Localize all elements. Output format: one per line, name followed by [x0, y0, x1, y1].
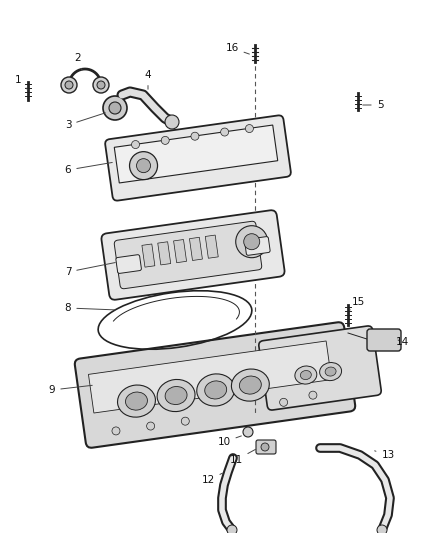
FancyBboxPatch shape — [367, 329, 401, 351]
Circle shape — [130, 152, 158, 180]
Circle shape — [227, 525, 237, 533]
Circle shape — [161, 136, 169, 144]
Polygon shape — [205, 235, 218, 259]
Circle shape — [103, 96, 127, 120]
Ellipse shape — [240, 376, 261, 394]
Text: 9: 9 — [49, 385, 92, 395]
Circle shape — [236, 225, 268, 257]
FancyBboxPatch shape — [244, 237, 270, 255]
Circle shape — [309, 391, 317, 399]
Circle shape — [181, 417, 189, 425]
Ellipse shape — [325, 367, 336, 376]
Circle shape — [279, 398, 288, 406]
Polygon shape — [190, 237, 202, 261]
Circle shape — [131, 141, 140, 149]
Polygon shape — [158, 242, 171, 265]
Circle shape — [65, 81, 73, 89]
Text: 7: 7 — [65, 263, 115, 277]
Circle shape — [221, 128, 229, 136]
Text: 4: 4 — [145, 70, 151, 89]
Circle shape — [243, 427, 253, 437]
FancyBboxPatch shape — [105, 115, 291, 200]
Ellipse shape — [295, 366, 317, 384]
Circle shape — [109, 102, 121, 114]
Circle shape — [93, 77, 109, 93]
Text: 2: 2 — [75, 53, 82, 70]
Text: 16: 16 — [226, 43, 249, 54]
Ellipse shape — [320, 362, 342, 381]
Circle shape — [137, 159, 151, 173]
Polygon shape — [114, 125, 278, 183]
FancyBboxPatch shape — [116, 255, 141, 273]
FancyBboxPatch shape — [75, 322, 355, 448]
Text: 8: 8 — [65, 303, 115, 313]
Text: 14: 14 — [396, 337, 409, 347]
Circle shape — [112, 427, 120, 435]
Circle shape — [377, 525, 387, 533]
Circle shape — [165, 115, 179, 129]
Text: 13: 13 — [374, 450, 395, 460]
Polygon shape — [142, 244, 155, 267]
Ellipse shape — [117, 385, 155, 417]
Ellipse shape — [126, 392, 148, 410]
Circle shape — [261, 443, 269, 451]
Circle shape — [244, 233, 260, 249]
Ellipse shape — [300, 370, 311, 379]
Circle shape — [97, 81, 105, 89]
FancyBboxPatch shape — [256, 440, 276, 454]
Text: 6: 6 — [65, 163, 112, 175]
Text: 12: 12 — [201, 473, 223, 485]
Circle shape — [147, 422, 155, 430]
Text: 5: 5 — [363, 100, 383, 110]
Text: 1: 1 — [15, 75, 28, 90]
Ellipse shape — [231, 369, 269, 401]
Text: 15: 15 — [350, 297, 364, 310]
Ellipse shape — [197, 374, 235, 406]
FancyBboxPatch shape — [259, 326, 381, 410]
Text: 11: 11 — [230, 449, 255, 465]
Circle shape — [245, 125, 254, 133]
Polygon shape — [88, 341, 332, 413]
Polygon shape — [173, 239, 187, 263]
Ellipse shape — [165, 386, 187, 405]
Ellipse shape — [157, 379, 195, 411]
Text: 10: 10 — [217, 436, 241, 447]
Text: 3: 3 — [65, 113, 106, 130]
FancyBboxPatch shape — [102, 210, 285, 300]
Ellipse shape — [205, 381, 226, 399]
Circle shape — [61, 77, 77, 93]
FancyBboxPatch shape — [114, 221, 262, 289]
Circle shape — [191, 132, 199, 140]
